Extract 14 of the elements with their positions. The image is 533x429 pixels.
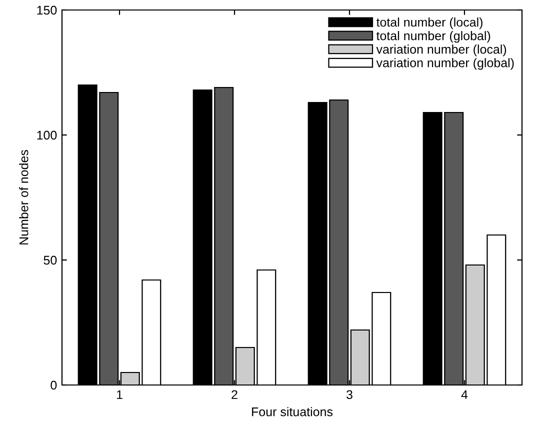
x-tick-label: 3 [346,390,352,400]
y-axis-title: Number of nodes [19,150,28,244]
y-tick-label: 100 [37,130,57,140]
x-tick-label: 4 [461,390,468,399]
x-tick-label: 1 [116,390,122,399]
legend-label: total number (local) [376,18,482,30]
legend-label: variation number (global) [376,58,514,70]
x-tick-label: 2 [232,390,238,399]
y-tick-label: 150 [37,6,57,15]
x-axis-title: Four situations [252,407,333,416]
legend-label: total number (global) [376,31,490,43]
y-tick-label: 50 [44,256,57,265]
legend-label: variation number (local) [376,44,506,56]
y-tick-label: 0 [50,380,57,390]
